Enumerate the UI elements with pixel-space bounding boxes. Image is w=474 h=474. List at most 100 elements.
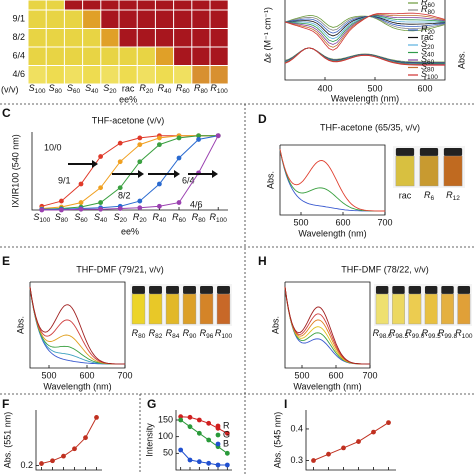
column-label: R60 bbox=[176, 83, 190, 94]
vial-cell bbox=[210, 10, 228, 28]
vial-cell bbox=[174, 0, 192, 10]
axis bbox=[279, 144, 386, 216]
axis-title: Δε (M⁻¹ cm⁻¹) bbox=[262, 7, 272, 63]
spectrum bbox=[279, 149, 385, 212]
vial-cell bbox=[64, 47, 83, 65]
data-point bbox=[178, 447, 184, 453]
data-point bbox=[215, 133, 221, 139]
legend-label: S40 bbox=[421, 47, 435, 58]
vial-cell bbox=[101, 66, 119, 84]
legend-label: R80 bbox=[421, 4, 435, 15]
series-line bbox=[41, 135, 219, 210]
data-point bbox=[196, 417, 202, 423]
spectrum bbox=[29, 287, 125, 365]
data-point bbox=[137, 198, 143, 204]
data-point bbox=[176, 155, 182, 161]
column-label: S100 bbox=[29, 83, 46, 94]
vial-cap bbox=[424, 286, 438, 294]
x-tick-label: 600 bbox=[335, 217, 350, 227]
vial bbox=[441, 293, 454, 325]
vial-cell bbox=[64, 29, 83, 47]
vial-cell bbox=[155, 0, 174, 10]
data-point bbox=[341, 445, 346, 451]
vial-label: rac bbox=[399, 190, 412, 200]
spectrum bbox=[29, 286, 125, 365]
data-point bbox=[371, 429, 376, 435]
vial bbox=[199, 293, 214, 325]
x-tick-label: R20 bbox=[133, 212, 147, 223]
vial-cap bbox=[457, 286, 471, 294]
vial-cap bbox=[166, 286, 179, 294]
data-point bbox=[157, 135, 162, 141]
data-point bbox=[215, 462, 221, 468]
vial-cell bbox=[64, 0, 83, 10]
vial-cell bbox=[46, 29, 64, 47]
vial-cap bbox=[392, 286, 405, 294]
row-axis-label: (v/v) bbox=[1, 84, 19, 94]
panel-title: THF-DMF (79/21, v/v) bbox=[76, 264, 164, 274]
vial-label: R90 bbox=[183, 328, 197, 339]
series-line bbox=[313, 422, 389, 461]
spectrum bbox=[29, 286, 125, 365]
vial-cell bbox=[28, 10, 46, 28]
panel-letter: C bbox=[2, 106, 11, 120]
vial-cell bbox=[101, 0, 119, 10]
data-point bbox=[83, 435, 88, 441]
vial-cell bbox=[192, 29, 210, 47]
vial-cap bbox=[375, 286, 389, 294]
row-label: 4/6 bbox=[12, 69, 25, 79]
series-line bbox=[180, 449, 228, 466]
data-point bbox=[206, 437, 212, 443]
axis-title: ee% bbox=[119, 94, 137, 104]
column-label: R80 bbox=[194, 83, 208, 94]
series-label: 9/1 bbox=[58, 175, 71, 185]
data-point bbox=[117, 159, 123, 165]
data-point bbox=[98, 200, 103, 205]
vial-cap bbox=[419, 148, 439, 156]
data-point bbox=[178, 417, 184, 423]
panel-letter: I bbox=[284, 397, 287, 411]
vial-cell bbox=[137, 47, 155, 65]
data-point bbox=[356, 439, 361, 444]
axis-title: Wavelength (nm) bbox=[298, 228, 366, 238]
x-tick-label: S60 bbox=[74, 212, 88, 223]
vial-cell bbox=[174, 47, 192, 65]
panel-letter: E bbox=[2, 254, 10, 268]
vial-cell bbox=[64, 10, 83, 28]
vial-cell bbox=[119, 47, 137, 65]
x-tick-label: 600 bbox=[417, 83, 432, 93]
x-tick-label: R60 bbox=[172, 212, 186, 223]
legend-label: S80 bbox=[421, 62, 435, 73]
vial-label: R99.5 bbox=[422, 328, 442, 339]
spectrum bbox=[29, 287, 125, 365]
data-point bbox=[178, 414, 184, 420]
data-point bbox=[72, 446, 77, 452]
x-tick-label: R80 bbox=[192, 212, 206, 223]
y-tick-label: 0.2 bbox=[20, 460, 33, 470]
data-point bbox=[98, 185, 103, 191]
data-point bbox=[187, 414, 193, 420]
axis bbox=[175, 410, 232, 471]
x-tick-label: R100 bbox=[210, 212, 228, 223]
vial-cell bbox=[174, 66, 192, 84]
data-point bbox=[117, 206, 123, 211]
legend-swatch bbox=[215, 441, 221, 447]
vial-cell bbox=[137, 66, 155, 84]
legend-label: S100 bbox=[421, 69, 438, 80]
spectrum bbox=[284, 286, 370, 365]
data-point bbox=[59, 207, 64, 213]
vial-cell bbox=[83, 47, 101, 65]
axis-title: IX/IR100 (540 nm) bbox=[10, 134, 20, 208]
data-point bbox=[117, 140, 123, 146]
data-point bbox=[187, 424, 193, 430]
data-point bbox=[326, 451, 331, 457]
data-point bbox=[176, 200, 182, 205]
legend-label: R bbox=[223, 420, 230, 430]
vial bbox=[443, 155, 463, 187]
data-point bbox=[206, 420, 212, 426]
data-point bbox=[196, 137, 202, 142]
arrow-head bbox=[92, 160, 98, 168]
vial-cell bbox=[28, 66, 46, 84]
axis-title: Intensity bbox=[144, 423, 154, 457]
vial bbox=[131, 293, 146, 325]
